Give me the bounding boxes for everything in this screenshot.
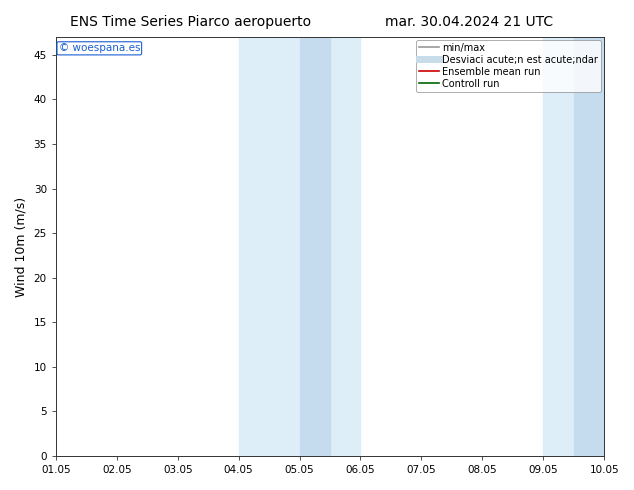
Bar — [299, 37, 330, 456]
Legend: min/max, Desviaci acute;n est acute;ndar, Ensemble mean run, Controll run: min/max, Desviaci acute;n est acute;ndar… — [417, 40, 601, 92]
Text: mar. 30.04.2024 21 UTC: mar. 30.04.2024 21 UTC — [385, 15, 553, 29]
Text: ENS Time Series Piarco aeropuerto: ENS Time Series Piarco aeropuerto — [70, 15, 311, 29]
Bar — [574, 37, 604, 456]
Bar — [238, 37, 361, 456]
Bar — [543, 37, 604, 456]
Text: © woespana.es: © woespana.es — [58, 43, 140, 53]
Y-axis label: Wind 10m (m/s): Wind 10m (m/s) — [15, 196, 28, 296]
